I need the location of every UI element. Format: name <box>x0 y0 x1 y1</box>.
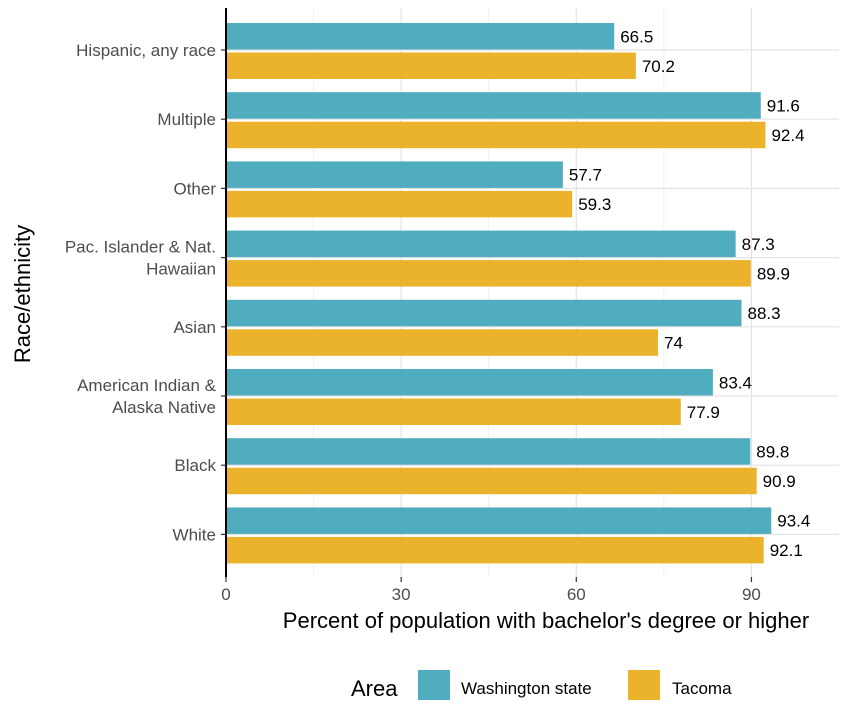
bar-value-label: 83.4 <box>719 373 752 392</box>
bar-value-label: 74 <box>664 334 683 353</box>
category-label: Other <box>173 179 216 198</box>
bar-washington <box>226 438 751 465</box>
category-label: Black <box>174 456 216 475</box>
bar-tacoma <box>226 121 766 149</box>
bar-value-label: 89.8 <box>756 442 789 461</box>
bar-tacoma <box>226 52 636 79</box>
bar-value-label: 92.1 <box>770 541 803 560</box>
legend-key-tacoma <box>628 670 660 702</box>
bar-tacoma <box>226 398 681 425</box>
bar-washington <box>226 230 736 258</box>
x-tick-label: 90 <box>742 585 761 604</box>
category-label: Multiple <box>157 110 216 129</box>
bar-value-label: 87.3 <box>742 235 775 254</box>
category-label: American Indian & Alaska Native <box>77 376 217 417</box>
bar-washington <box>226 369 713 396</box>
legend-key-washington <box>418 670 450 702</box>
x-axis-title: Percent of population with bachelor's de… <box>283 608 809 633</box>
category-label: Hispanic, any race <box>76 41 216 60</box>
legend-label: Washington state <box>461 679 592 698</box>
bar-tacoma <box>226 329 659 356</box>
bar-washington <box>226 23 615 50</box>
bar-value-label: 57.7 <box>569 166 602 185</box>
bar-value-label: 93.4 <box>777 512 810 531</box>
bar-value-label: 66.5 <box>620 27 653 46</box>
legend-label: Tacoma <box>672 679 732 698</box>
x-tick-label: 60 <box>567 585 586 604</box>
bar-tacoma <box>226 190 573 218</box>
x-tick-label: 0 <box>221 585 230 604</box>
bars: 66.5 70.2 91.6 92.4 57.7 59.3 87.3 89.9 88.3 74 83… <box>226 23 810 564</box>
bar-value-label: 70.2 <box>642 57 675 76</box>
bar-tacoma <box>226 260 751 287</box>
bar-value-label: 92.4 <box>771 126 804 145</box>
bar-washington <box>226 507 772 534</box>
category-label: Pac. Islander & Nat. Hawaiian <box>65 238 216 279</box>
bar-tacoma <box>226 536 764 564</box>
bar-washington <box>226 299 742 327</box>
legend: Area Washington state Tacoma <box>351 670 732 702</box>
bar-value-label: 88.3 <box>748 304 781 323</box>
legend-title: Area <box>351 676 398 700</box>
bar-washington <box>226 161 563 188</box>
bar-tacoma <box>226 467 757 495</box>
bar-value-label: 91.6 <box>767 96 800 115</box>
category-label: Asian <box>173 318 216 337</box>
category-label: White <box>173 525 216 544</box>
bar-value-label: 90.9 <box>763 472 796 491</box>
bar-value-label: 59.3 <box>578 195 611 214</box>
bar-value-label: 77.9 <box>687 403 720 422</box>
axes: Hispanic, any race Multiple Other Pac. Isla… <box>65 8 761 604</box>
x-tick-label: 30 <box>392 585 411 604</box>
y-axis-title: Race/ethnicity <box>10 225 35 363</box>
bar-value-label: 89.9 <box>757 264 790 283</box>
bar-washington <box>226 92 761 119</box>
